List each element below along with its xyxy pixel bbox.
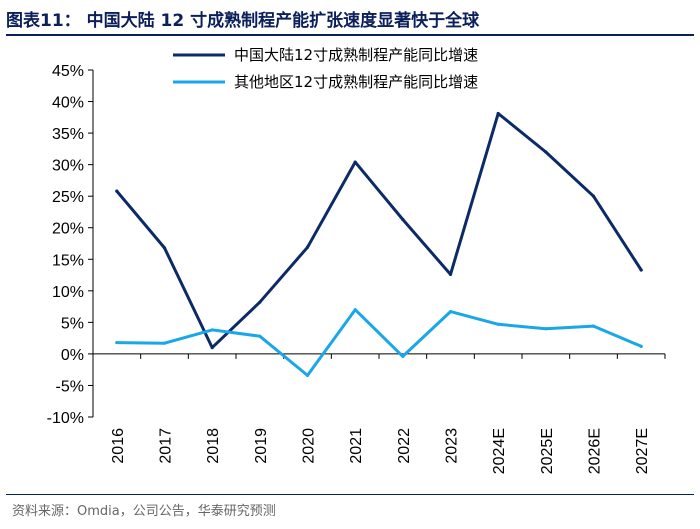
series-0-point [115, 189, 119, 193]
y-tick-label: 20% [52, 221, 84, 238]
series-0-point [353, 160, 357, 164]
x-tick-label: 2021 [348, 428, 365, 464]
source-divider [6, 494, 694, 495]
y-axis: 45% 40% 35% 30% 25% 20% 15% 10% 5% 0% -5% -10% [47, 63, 94, 427]
x-tick-label: 2027E [634, 428, 651, 474]
plot-area [115, 111, 643, 377]
series-1-point [115, 340, 119, 345]
y-tick-label: 25% [52, 189, 84, 206]
y-tick-label: -10% [47, 410, 84, 427]
series-1-point [544, 327, 548, 331]
series-0-point [401, 217, 405, 222]
series-0-point [591, 194, 596, 198]
series-0-point [544, 150, 548, 154]
series-0-point [305, 245, 310, 249]
series-1-point [353, 308, 357, 312]
series-1-point [162, 341, 167, 345]
title-bar: 图表11： 中国大陆 12 寸成熟制程产能扩张速度显著快于全球 [6, 4, 694, 36]
source-note: 资料来源：Omdia，公司公告，华泰研究预测 [12, 504, 276, 519]
series-1-point [258, 334, 262, 338]
y-tick-label: 45% [52, 63, 84, 80]
series-1-point [305, 373, 310, 377]
y-tick-label: 5% [61, 315, 84, 332]
title-underline [6, 34, 694, 36]
series-0-point [448, 272, 453, 277]
series-1-point [401, 354, 405, 359]
series-1-point [210, 328, 214, 332]
series-1-point [448, 310, 453, 314]
y-tick-label: -5% [56, 378, 84, 395]
x-tick-label: 2024E [491, 428, 508, 474]
y-tick-label: 0% [61, 347, 84, 364]
x-tick-label: 2020 [301, 428, 318, 464]
x-tick-label: 2025E [539, 428, 556, 474]
x-tick-label: 2016 [110, 428, 127, 464]
x-tick-label: 2018 [205, 428, 222, 464]
x-axis: 2016 2017 2018 2019 2020 2021 2022 2023 2024E 202… [92, 353, 666, 474]
series-1-point [639, 344, 643, 348]
y-tick-label: 30% [52, 158, 84, 175]
series-1-point [591, 324, 596, 328]
series-1-point [496, 322, 500, 326]
x-tick-label: 2019 [253, 428, 270, 464]
x-tick-label: 2023 [444, 428, 461, 464]
series-0-point [639, 268, 643, 272]
y-tick-label: 10% [52, 284, 84, 301]
series-0-point [496, 111, 500, 116]
figure-title: 图表11： 中国大陆 12 寸成熟制程产能扩张速度显著快于全球 [6, 11, 480, 31]
y-tick-label: 15% [52, 252, 84, 269]
series-line-1 [115, 308, 643, 377]
legend-label-0: 中国大陆12寸成熟制程产能同比增速 [234, 46, 478, 64]
series-0-point [210, 346, 214, 350]
x-tick-label: 2017 [158, 428, 175, 464]
series-0-point [162, 246, 167, 250]
y-tick-label: 40% [52, 95, 84, 112]
x-tick-label: 2026E [587, 428, 604, 474]
legend-label-1: 其他地区12寸成熟制程产能同比增速 [234, 73, 478, 91]
series-line-0 [115, 112, 643, 350]
y-tick-label: 35% [52, 126, 84, 143]
series-0-point [258, 300, 262, 304]
x-tick-label: 2022 [396, 428, 413, 464]
